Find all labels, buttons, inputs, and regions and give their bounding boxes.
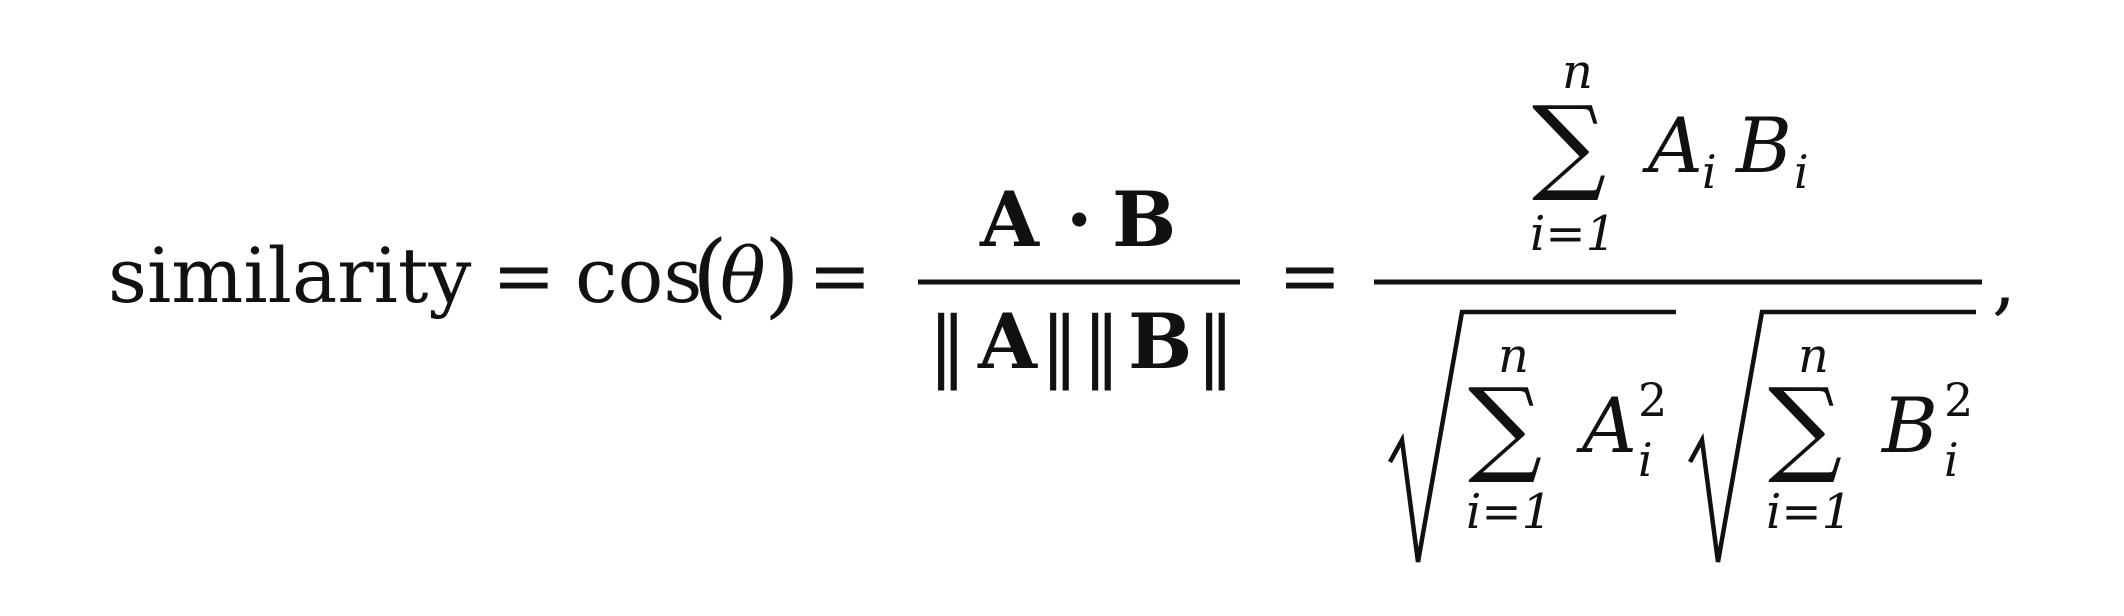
frac1-denominator-b: B	[1128, 297, 1192, 386]
cos-function: cos	[575, 231, 702, 320]
sqrt-a-sum-upper: n	[1498, 328, 1529, 384]
frac2-num-sum-sign: ∑	[1532, 83, 1606, 205]
frac2-num-b-subscript: i	[1794, 145, 1809, 199]
sqrt-b-variable: B	[1880, 381, 1938, 470]
sqrt-b-exponent: 2	[1944, 373, 1973, 427]
frac1-norm-bar-1: ‖	[928, 301, 967, 391]
frac2-num-b: B	[1734, 101, 1792, 190]
theta-symbol: θ	[720, 231, 766, 320]
frac1-norm-bar-4: ‖	[1196, 301, 1235, 391]
frac1-norm-bar-3: ‖	[1082, 301, 1121, 391]
sqrt-a-variable: A	[1576, 381, 1637, 470]
frac2-num-sum-upper: n	[1562, 44, 1593, 100]
sqrt-b-subscript: i	[1944, 433, 1959, 487]
frac1-dot-operator: ·	[1066, 175, 1092, 264]
left-paren: (	[692, 221, 728, 328]
right-paren: )	[764, 221, 800, 328]
frac1-denominator-a: A	[977, 297, 1038, 386]
frac2-num-a: A	[1642, 101, 1703, 190]
sqrt-a-exponent: 2	[1638, 373, 1667, 427]
frac2-num-a-subscript: i	[1702, 145, 1717, 199]
frac1-numerator-b: B	[1112, 175, 1176, 264]
trailing-comma: ,	[1992, 235, 2016, 324]
equals-sign-3: =	[1278, 231, 1342, 320]
sqrt-b-radical	[1688, 309, 1976, 563]
sqrt-b-sum-upper: n	[1798, 328, 1829, 384]
frac1-numerator-a: A	[979, 175, 1040, 264]
sqrt-a-sum-lower: i=1	[1466, 484, 1552, 540]
frac2-num-sum-lower: i=1	[1530, 206, 1616, 262]
sqrt-a-subscript: i	[1638, 433, 1653, 487]
equals-sign-2: =	[808, 231, 872, 320]
sqrt-a-radical	[1388, 309, 1676, 563]
frac1-norm-bar-2: ‖	[1040, 301, 1079, 391]
equals-sign-1: =	[492, 231, 556, 320]
sqrt-a-sum-sign: ∑	[1468, 365, 1542, 487]
sqrt-b-sum-sign: ∑	[1768, 365, 1842, 487]
similarity-word: similarity	[108, 231, 471, 320]
sqrt-b-sum-lower: i=1	[1766, 484, 1852, 540]
